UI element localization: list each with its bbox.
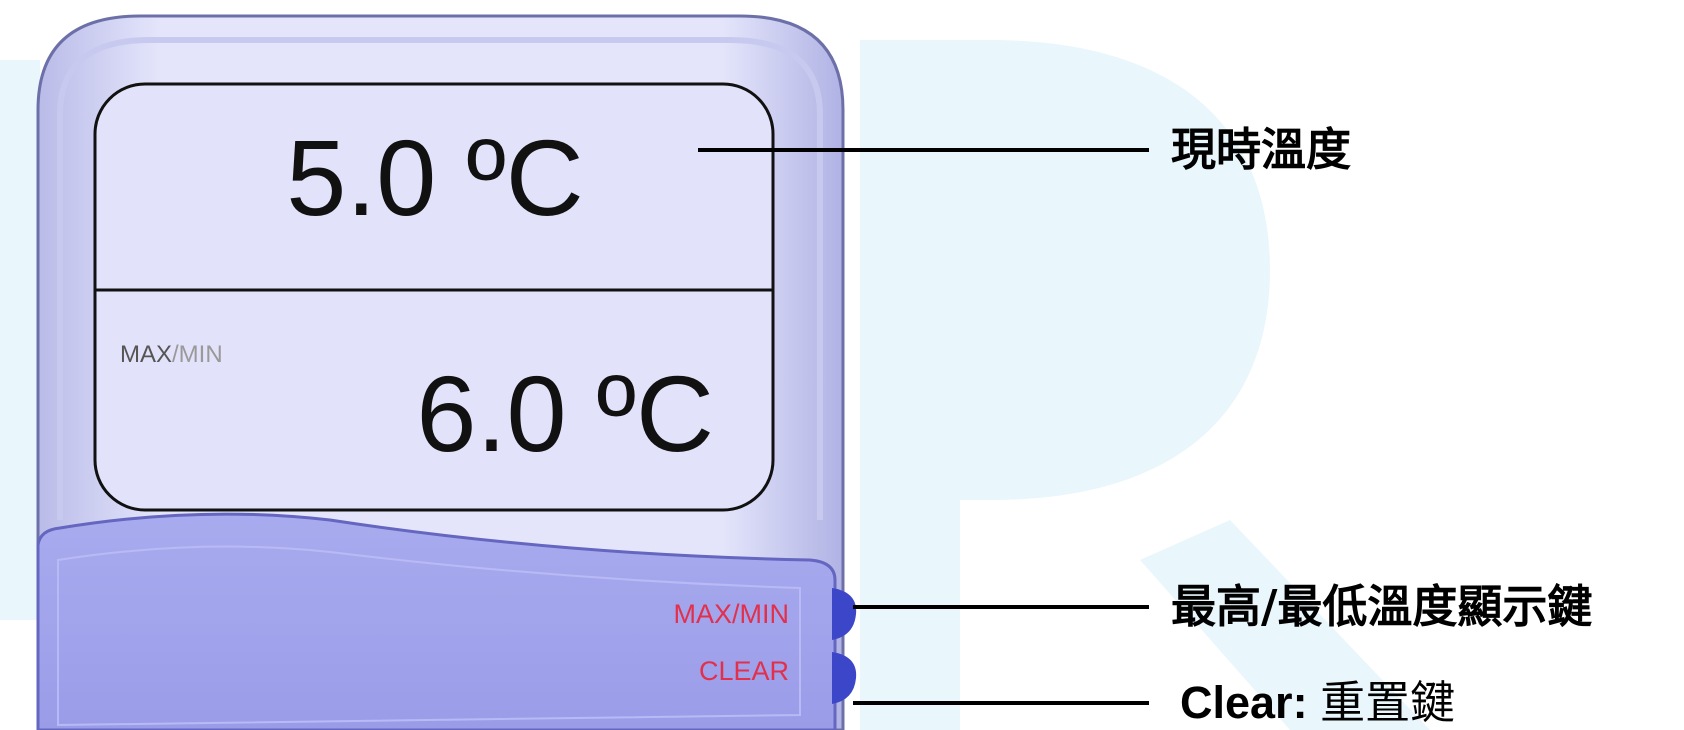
max-min-button-label: MAX/MIN bbox=[673, 599, 789, 629]
max-min-button[interactable] bbox=[832, 588, 857, 640]
watermark bbox=[0, 40, 1430, 730]
callout-max-min: 最高/最低溫度顯示鍵 bbox=[1171, 580, 1592, 633]
callout-current: 現時溫度 bbox=[1171, 123, 1351, 176]
callout-clear: Clear: 重置鍵 bbox=[1180, 676, 1455, 729]
clear-button[interactable] bbox=[832, 652, 857, 704]
button-panel-inset bbox=[57, 545, 801, 727]
display-window bbox=[93, 82, 775, 512]
callout-clear-term: Clear: bbox=[1180, 677, 1308, 728]
current-reading: 5.0 ºC bbox=[286, 117, 584, 238]
recorded-reading: 6.0 ºC bbox=[416, 353, 714, 474]
mode-label-inactive: /MIN bbox=[172, 341, 223, 368]
callout-clear-text: 重置鍵 bbox=[1320, 676, 1455, 729]
clear-button-label: CLEAR bbox=[699, 656, 789, 686]
mode-label: MAX/MIN bbox=[120, 341, 223, 368]
device-rim bbox=[57, 37, 823, 520]
mode-label-active: MAX bbox=[120, 341, 172, 368]
button-panel bbox=[36, 512, 837, 730]
